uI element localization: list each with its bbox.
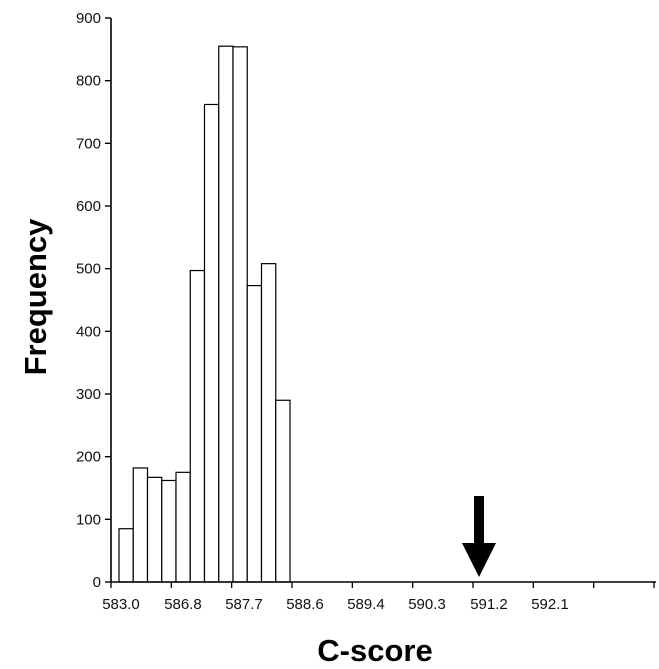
bar xyxy=(146,476,163,583)
x-tick-label: 591.2 xyxy=(470,596,508,613)
y-axis: 0 100 200 300 400 500 600 700 800 900 xyxy=(76,10,112,591)
bar xyxy=(260,263,277,583)
x-tick-label: 587.7 xyxy=(225,596,263,613)
bars xyxy=(118,45,291,583)
x-tick-label: 589.4 xyxy=(347,596,385,613)
y-tick-label: 700 xyxy=(76,135,101,152)
x-tick-label: 592.1 xyxy=(531,596,569,613)
y-axis-title: Frequency xyxy=(18,218,53,376)
bar xyxy=(218,45,234,583)
x-tick-label: 590.3 xyxy=(408,596,446,613)
arrow-down-icon xyxy=(462,496,496,577)
bar xyxy=(118,528,134,583)
bar xyxy=(175,471,191,583)
x-tick-label: 588.6 xyxy=(286,596,324,613)
y-tick-label: 100 xyxy=(76,511,101,528)
y-tick-label: 800 xyxy=(76,73,101,90)
x-tick-label: 586.8 xyxy=(164,596,202,613)
annotations xyxy=(462,496,496,577)
x-tick-label: 583.0 xyxy=(102,596,140,613)
y-tick-label: 0 xyxy=(93,574,101,591)
bar xyxy=(275,399,291,583)
y-tick-label: 900 xyxy=(76,10,101,27)
x-axis-title: C-score xyxy=(317,633,432,668)
y-tick-label: 300 xyxy=(76,386,101,403)
bar xyxy=(246,284,263,583)
y-tick-label: 200 xyxy=(76,449,101,466)
bar xyxy=(161,479,177,583)
bar xyxy=(232,46,248,583)
y-tick-label: 400 xyxy=(76,323,101,340)
x-axis: 583.0 586.8 587.7 588.6 589.4 590.3 591.2 592.1 xyxy=(102,581,656,613)
y-tick-label: 600 xyxy=(76,198,101,215)
y-tick-label: 500 xyxy=(76,261,101,278)
bar xyxy=(203,103,220,583)
bar xyxy=(189,269,206,583)
bar xyxy=(132,467,149,583)
